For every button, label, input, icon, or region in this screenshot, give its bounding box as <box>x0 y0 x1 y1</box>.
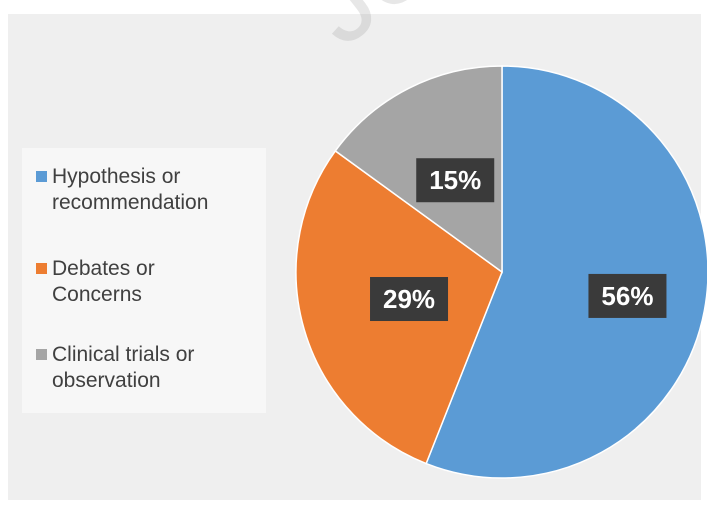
legend-swatch-hypothesis <box>36 171 47 182</box>
data-label-clinical: 15% <box>416 158 495 203</box>
data-label-text-clinical: 15% <box>429 165 481 195</box>
data-label-text-hypothesis: 56% <box>601 281 653 311</box>
legend-swatch-debates <box>36 263 47 274</box>
legend-item-clinical: Clinical trials or observation <box>36 342 257 394</box>
data-label-box-debates <box>370 277 449 322</box>
data-label-hypothesis: 56% <box>588 273 667 318</box>
legend-item-debates: Debates or Concerns <box>36 256 212 308</box>
data-label-box-hypothesis <box>588 273 667 318</box>
legend: Hypothesis or recommendation Debates or … <box>22 148 266 413</box>
legend-label-clinical: Clinical trials or observation <box>52 343 195 392</box>
data-label-box-clinical <box>416 158 495 203</box>
legend-label-debates: Debates or Concerns <box>52 257 155 306</box>
data-label-text-debates: 29% <box>383 284 435 314</box>
pie-slice-hypothesis <box>425 65 707 479</box>
legend-item-hypothesis: Hypothesis or recommendation <box>36 164 257 216</box>
legend-label-hypothesis: Hypothesis or recommendation <box>52 165 209 214</box>
legend-swatch-clinical <box>36 349 47 360</box>
data-label-debates: 29% <box>370 277 449 322</box>
